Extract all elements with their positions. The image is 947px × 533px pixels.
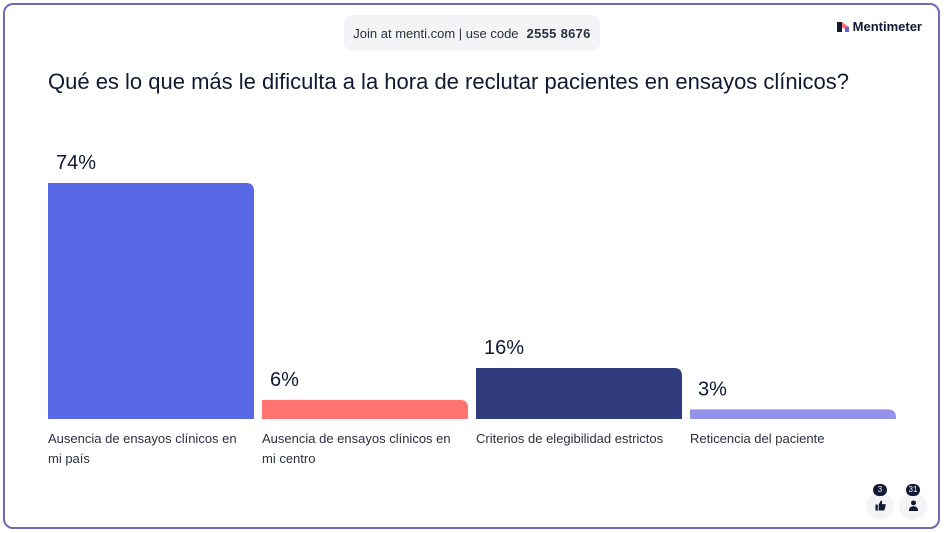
bar: [476, 367, 682, 419]
category-label: Criterios de elegibilidad estrictos: [476, 431, 664, 446]
bar-value-label: 16%: [484, 337, 524, 359]
bar-value-label: 3%: [698, 378, 727, 400]
mentimeter-logo-icon: [836, 21, 849, 32]
join-text: Join at menti.com | use code: [353, 25, 519, 41]
bar: [48, 183, 254, 419]
bar-value-label: 74%: [56, 152, 96, 174]
bar-value-label: 6%: [270, 369, 299, 391]
brand-logo: Mentimeter: [836, 19, 922, 34]
category-label: Reticencia del paciente: [690, 431, 825, 446]
participants-indicator: 31: [899, 484, 927, 520]
presentation-frame: Join at menti.com | use code 2555 8676 M…: [3, 3, 940, 529]
reactions-button[interactable]: 3: [866, 484, 894, 520]
bar: [690, 409, 896, 419]
person-icon: [908, 499, 919, 514]
category-label: Ausencia de ensayos clínicos en mi país: [48, 431, 237, 466]
question-title: Qué es lo que más le dificulta a la hora…: [48, 69, 850, 94]
join-code: 2555 8676: [526, 25, 591, 41]
brand-name: Mentimeter: [852, 19, 922, 34]
thumbs-up-icon: [874, 499, 886, 514]
reactions-count: 3: [873, 484, 887, 496]
bar-chart: 74% 6% 16% 3%: [48, 152, 896, 419]
bar: [262, 399, 468, 419]
participants-count: 31: [906, 484, 920, 496]
join-instructions: Join at menti.com | use code 2555 8676: [344, 15, 600, 51]
category-label: Ausencia de ensayos clínicos en mi centr…: [262, 431, 451, 466]
